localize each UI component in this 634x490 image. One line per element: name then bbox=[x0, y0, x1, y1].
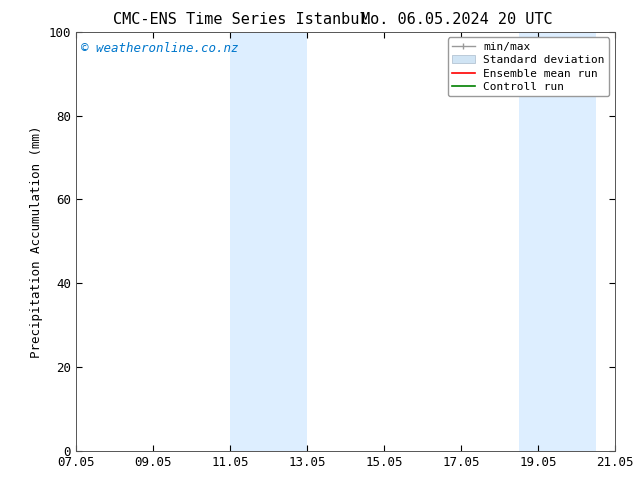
Text: CMC-ENS Time Series Istanbul: CMC-ENS Time Series Istanbul bbox=[113, 12, 368, 27]
Text: Mo. 06.05.2024 20 UTC: Mo. 06.05.2024 20 UTC bbox=[361, 12, 552, 27]
Bar bbox=[519, 32, 596, 451]
Y-axis label: Precipitation Accumulation (mm): Precipitation Accumulation (mm) bbox=[30, 125, 43, 358]
Legend: min/max, Standard deviation, Ensemble mean run, Controll run: min/max, Standard deviation, Ensemble me… bbox=[448, 37, 609, 97]
Bar bbox=[230, 32, 307, 451]
Text: © weatheronline.co.nz: © weatheronline.co.nz bbox=[81, 42, 239, 55]
